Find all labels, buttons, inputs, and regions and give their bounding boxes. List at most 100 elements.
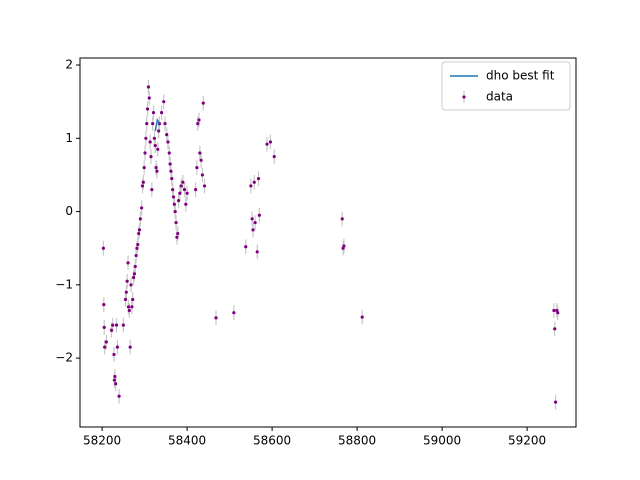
data-point [268, 140, 273, 144]
data-point [244, 245, 248, 249]
x-tick-label: 58400 [168, 434, 206, 448]
data-point [256, 177, 261, 181]
data-point [265, 142, 269, 146]
data-point [113, 374, 117, 379]
data-point [149, 155, 153, 159]
data-point [144, 136, 148, 140]
data-point [177, 198, 181, 203]
data-point [253, 220, 257, 225]
x-tick-label: 59200 [508, 434, 546, 448]
data-point [195, 166, 199, 170]
data-point [131, 275, 136, 280]
data-point [117, 394, 121, 398]
data-point [184, 202, 188, 206]
data-point [171, 195, 176, 199]
data-point [160, 111, 164, 115]
data-point [178, 191, 182, 195]
fit-line [154, 117, 161, 132]
data-point [553, 400, 558, 404]
data-point [151, 122, 155, 126]
data-point [163, 122, 167, 126]
data-point [102, 325, 106, 329]
data-point [176, 231, 180, 236]
data-point [146, 85, 151, 89]
data-point [131, 297, 135, 302]
x-tick-label: 58800 [338, 434, 376, 448]
data-point [148, 140, 152, 144]
data-point [129, 283, 133, 287]
data-point [168, 162, 172, 166]
data-point [140, 206, 144, 210]
plot-frame [79, 57, 577, 428]
data-point [112, 352, 116, 357]
data-point [121, 323, 125, 327]
data-point [340, 217, 344, 221]
data-point [249, 184, 253, 188]
data-point [142, 166, 146, 170]
data-point [167, 151, 171, 155]
data-point [252, 180, 256, 184]
data-point [552, 308, 556, 313]
data-point [173, 209, 177, 214]
data-point [133, 264, 137, 269]
data-point [143, 151, 147, 155]
data-point [199, 158, 203, 162]
data-point [198, 151, 202, 155]
data-point [175, 235, 179, 239]
data-points [101, 79, 560, 410]
data-point [257, 213, 261, 217]
data-point [134, 253, 138, 258]
data-point [169, 169, 173, 173]
y-tick-label: 2 [65, 58, 73, 72]
x-tick-label: 58600 [253, 434, 291, 448]
x-tick-label: 58200 [83, 434, 121, 448]
data-point [153, 144, 157, 148]
data-point [156, 147, 160, 151]
data-point [114, 323, 119, 327]
legend-box [441, 61, 571, 111]
data-point [141, 180, 145, 184]
legend-label: data [486, 90, 513, 104]
data-point [174, 220, 178, 225]
data-point [170, 177, 174, 181]
data-point [137, 228, 142, 232]
data-point [360, 315, 364, 319]
data-point [201, 101, 205, 105]
data-point [111, 323, 115, 327]
legend-marker [462, 95, 466, 99]
data-point [196, 122, 200, 126]
x-tick-label: 59000 [423, 434, 461, 448]
data-point [147, 96, 151, 100]
data-point [101, 246, 105, 250]
data-point [151, 111, 156, 115]
y-tick-label: −2 [55, 351, 73, 365]
data-point [123, 297, 128, 302]
data-point [200, 173, 205, 177]
data-point [132, 272, 137, 276]
data-point [138, 217, 142, 221]
data-point [251, 228, 255, 232]
data-point [124, 290, 128, 294]
data-point [179, 184, 183, 188]
data-point [214, 316, 218, 320]
data-point [162, 100, 166, 104]
data-point [102, 303, 106, 307]
data-point [255, 250, 259, 254]
data-point [157, 129, 161, 133]
data-point [150, 187, 154, 192]
data-point [152, 136, 156, 140]
data-point [109, 328, 114, 332]
data-point [181, 180, 185, 184]
data-point [155, 169, 159, 173]
y-tick-label: −1 [55, 277, 73, 291]
data-point [185, 191, 189, 195]
data-point [140, 184, 145, 188]
y-tick-label: 1 [65, 131, 73, 145]
data-point [127, 308, 131, 313]
data-point [172, 202, 176, 206]
data-point [115, 345, 120, 349]
data-point [125, 279, 129, 283]
data-point [197, 118, 201, 122]
data-point [104, 340, 108, 344]
